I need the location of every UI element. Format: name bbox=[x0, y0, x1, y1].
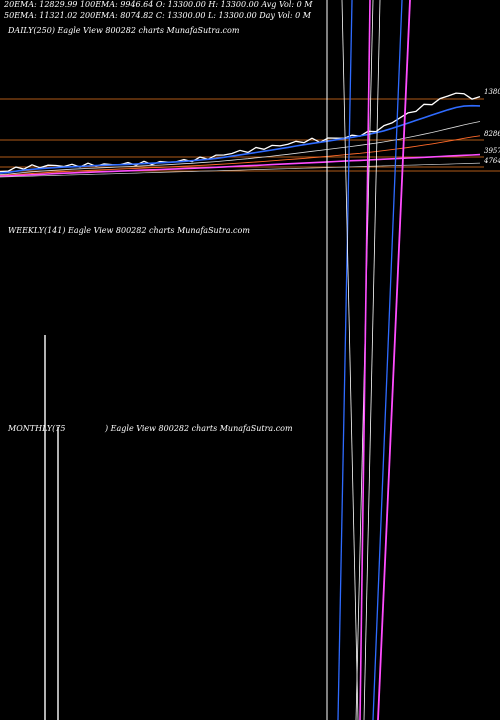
series-line-2 bbox=[0, 121, 481, 176]
daily-panel-label: DAILY(250) Eagle View 800282 charts Muna… bbox=[8, 26, 240, 35]
series-line-4 bbox=[0, 153, 481, 177]
diagonal-white-line-3 bbox=[363, 0, 381, 720]
ema-header-line-1: 20EMA: 12829.99 100EMA: 9946.64 O: 13300… bbox=[4, 0, 313, 9]
price-label-13800: 13800 bbox=[484, 88, 500, 96]
series-line-3 bbox=[0, 135, 481, 176]
diagonal-blue-line-2 bbox=[372, 0, 403, 720]
price-label-3957: 3957 bbox=[484, 147, 500, 155]
weekly-panel-label: WEEKLY(141) Eagle View 800282 charts Mun… bbox=[8, 226, 250, 235]
series-line-1 bbox=[0, 104, 481, 174]
monthly-panel-label-a: MONTHLY(75 bbox=[8, 424, 66, 433]
ema-header-line-2: 50EMA: 11321.02 200EMA: 8074.82 C: 13300… bbox=[4, 11, 311, 20]
diagonal-white-line-1 bbox=[341, 0, 359, 720]
diagonal-magenta-line-2 bbox=[377, 0, 411, 720]
diagonal-magenta-line-1 bbox=[359, 0, 371, 720]
price-label-4764: 4764 bbox=[484, 157, 500, 165]
series-line-0 bbox=[0, 92, 481, 173]
price-label-8286: 8286 bbox=[484, 130, 500, 138]
diagonal-blue-line-1 bbox=[337, 0, 353, 720]
series-line-5 bbox=[0, 162, 481, 178]
monthly-panel-label-b: ) Eagle View 800282 charts MunafaSutra.c… bbox=[105, 424, 293, 433]
